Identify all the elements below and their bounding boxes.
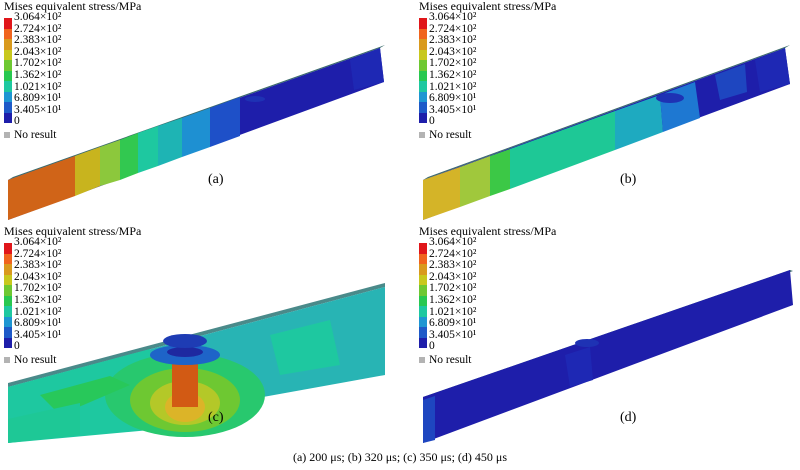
legend-title: Mises equivalent stress/MPa <box>419 224 557 238</box>
legend-value: 2.724×10² <box>14 22 62 35</box>
no-result-swatch <box>419 132 425 139</box>
legend-value: 1.021×10² <box>429 305 477 318</box>
legend-value: 1.362×10² <box>429 68 477 81</box>
figure-caption: (a) 200 μs; (b) 320 μs; (c) 350 μs; (d) … <box>292 450 508 464</box>
legend-value: 1.362×10² <box>14 68 62 81</box>
legend-value: 3.405×10¹ <box>14 103 62 116</box>
legend-value: 2.383×10² <box>429 259 477 272</box>
no-result-legend: No result <box>419 129 471 141</box>
panel-c: Mises equivalent stress/MPa 3.064×10² 2.… <box>0 224 400 450</box>
legend-value: 6.809×10¹ <box>429 317 477 330</box>
legend-title: Mises equivalent stress/MPa <box>419 0 557 13</box>
panel-d: Mises equivalent stress/MPa 3.064×10² 2.… <box>415 224 800 450</box>
legend-color-bar <box>419 18 427 123</box>
legend-value: 6.809×10¹ <box>14 92 62 105</box>
legend-value: 2.043×10² <box>14 45 62 58</box>
legend-value: 1.702×10² <box>429 57 477 70</box>
legend-value: 2.383×10² <box>14 34 62 47</box>
no-result-legend: No result <box>419 354 471 366</box>
no-result-label: No result <box>14 354 57 366</box>
legend-value: 1.702×10² <box>429 282 477 295</box>
panel-label-c: (c) <box>208 410 224 425</box>
no-result-label: No result <box>14 129 57 141</box>
stress-contour-beam-c <box>8 283 385 443</box>
legend-value: 2.043×10² <box>429 45 477 58</box>
legend-value: 0 <box>14 115 20 128</box>
legend-value: 3.405×10¹ <box>429 103 477 116</box>
no-result-label: No result <box>429 354 472 366</box>
legend-color-bar <box>4 18 12 123</box>
legend-value: 1.702×10² <box>14 57 62 70</box>
legend-color-bar <box>419 243 427 348</box>
legend-labels: 3.064×10² 2.724×10² 2.383×10² 2.043×10² … <box>429 236 477 353</box>
legend-value: 2.724×10² <box>14 247 62 260</box>
legend-value: 2.043×10² <box>14 270 62 283</box>
stress-contour-beam-a <box>8 45 385 220</box>
no-result-swatch <box>419 357 425 364</box>
no-result-legend: No result <box>4 354 56 366</box>
legend-value: 3.064×10² <box>14 11 62 23</box>
legend-value: 2.724×10² <box>429 247 477 260</box>
legend-value: 1.021×10² <box>14 305 62 318</box>
stress-contour-beam-b <box>423 45 790 220</box>
legend-value: 3.064×10² <box>14 236 62 248</box>
panel-label-d: (d) <box>620 410 637 425</box>
panel-b: Mises equivalent stress/MPa 3.064×10² 2.… <box>415 0 800 225</box>
legend-value: 1.021×10² <box>14 80 62 93</box>
no-result-label: No result <box>429 129 472 141</box>
legend-title: Mises equivalent stress/MPa <box>4 0 142 13</box>
legend-labels: 3.064×10² 2.724×10² 2.383×10² 2.043×10² … <box>14 236 62 353</box>
legend-value: 0 <box>429 115 435 128</box>
panel-label-a: (a) <box>208 172 224 187</box>
legend-value: 3.405×10¹ <box>14 328 62 341</box>
legend-value: 3.064×10² <box>429 236 477 248</box>
legend-value: 1.021×10² <box>429 80 477 93</box>
legend-value: 2.043×10² <box>429 270 477 283</box>
legend-value: 3.405×10¹ <box>429 328 477 341</box>
legend-value: 6.809×10¹ <box>429 92 477 105</box>
panel-label-b: (b) <box>620 172 637 187</box>
no-result-swatch <box>4 357 10 364</box>
legend-value: 1.362×10² <box>429 293 477 306</box>
legend-value: 2.383×10² <box>14 259 62 272</box>
legend-value: 1.362×10² <box>14 293 62 306</box>
legend-value: 0 <box>14 340 20 353</box>
legend-labels: 3.064×10² 2.724×10² 2.383×10² 2.043×10² … <box>14 11 62 128</box>
legend-value: 2.383×10² <box>429 34 477 47</box>
legend-color-bar <box>4 243 12 348</box>
no-result-swatch <box>4 132 10 139</box>
legend-value: 0 <box>429 340 435 353</box>
legend-value: 3.064×10² <box>429 11 477 23</box>
legend-title: Mises equivalent stress/MPa <box>4 224 142 238</box>
legend-value: 1.702×10² <box>14 282 62 295</box>
stress-contour-beam-d <box>423 270 793 443</box>
legend-value: 2.724×10² <box>429 22 477 35</box>
no-result-legend: No result <box>4 129 56 141</box>
legend-value: 6.809×10¹ <box>14 317 62 330</box>
legend-labels: 3.064×10² 2.724×10² 2.383×10² 2.043×10² … <box>429 11 477 128</box>
panel-a: Mises equivalent stress/MPa 3.064×10² 2.… <box>0 0 400 225</box>
